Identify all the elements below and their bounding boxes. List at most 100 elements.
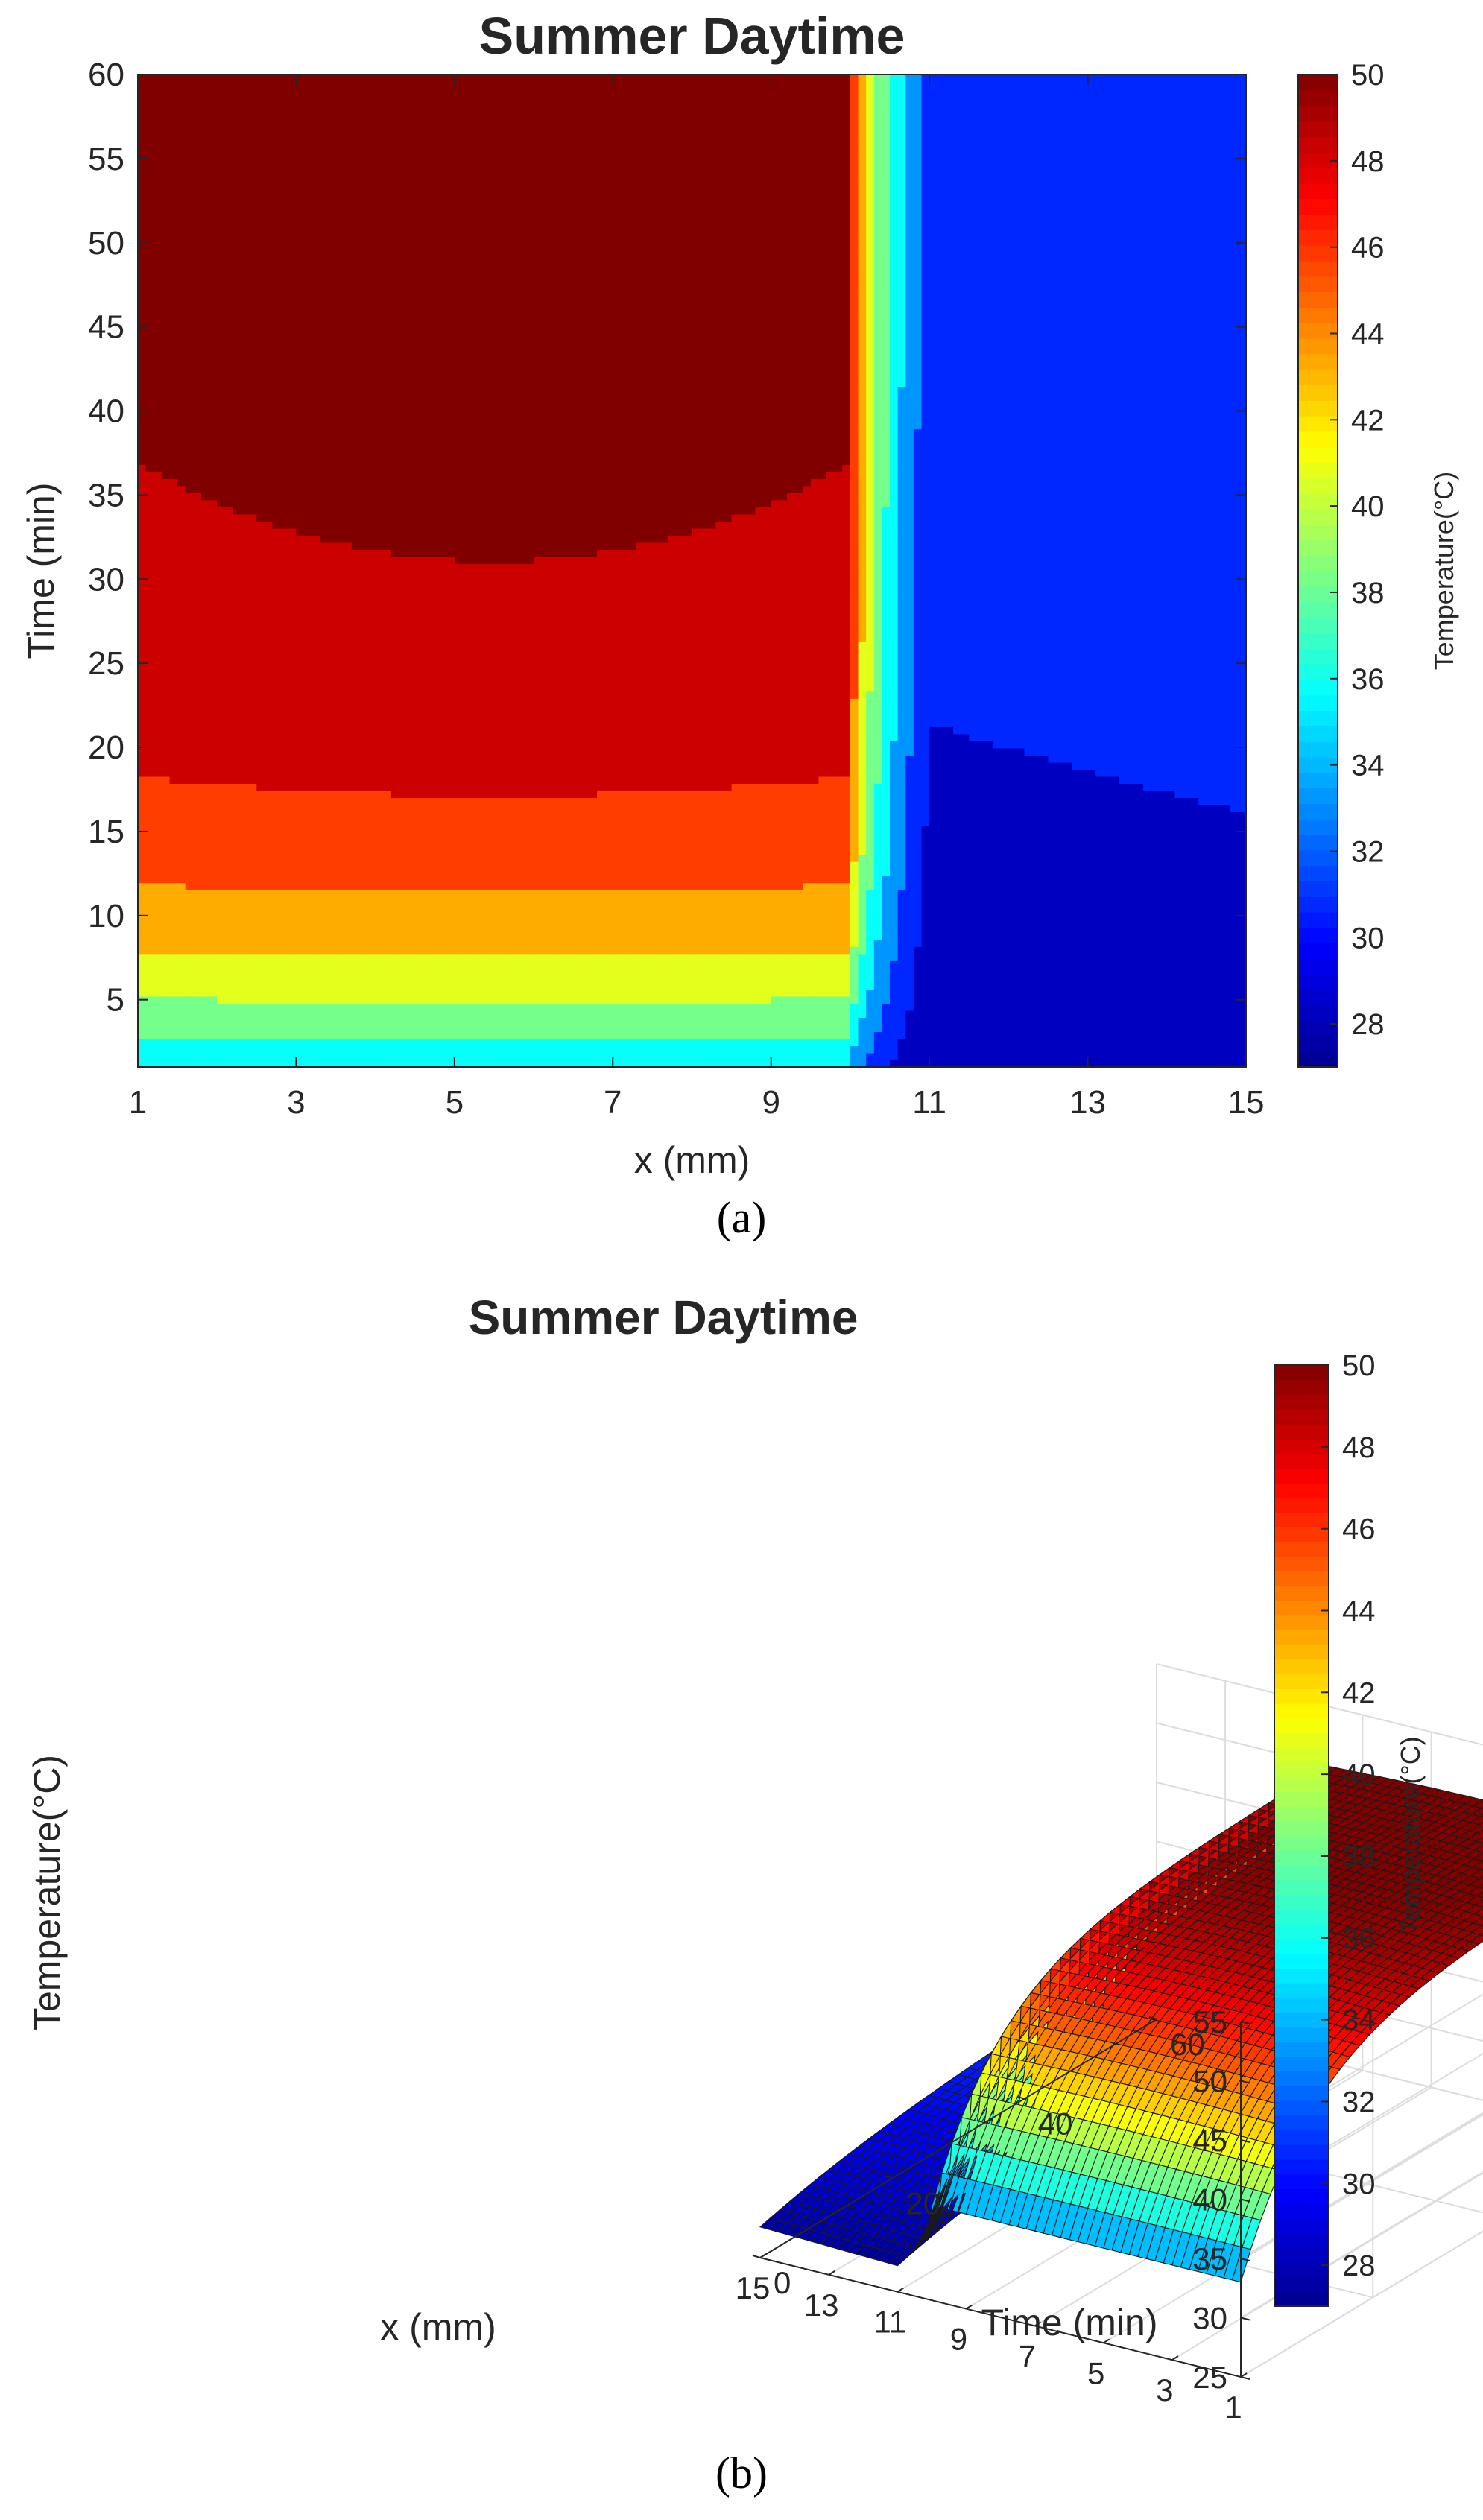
contour-cell [383,138,392,146]
contour-cell [161,323,171,331]
contour-cell [145,896,154,905]
contour-cell [233,308,241,317]
contour-cell [312,634,320,642]
contour-cell [407,896,416,905]
contour-cell [264,811,273,820]
contour-cell [390,1024,400,1033]
contour-cell [320,563,329,572]
contour-cell [351,138,360,146]
contour-cell [138,436,147,444]
contour-cell [241,308,250,317]
contour-cell [407,804,416,813]
contour-cell [304,393,313,402]
contour-cell [407,372,416,380]
contour-cell [138,450,147,458]
contour-cell [407,499,416,507]
contour-cell [390,1003,400,1011]
contour-cell [161,351,171,359]
contour-cell [383,1060,392,1068]
contour-cell [344,273,352,281]
contour-cell [193,315,202,323]
contour-cell [304,408,313,416]
contour-cell [193,337,202,345]
contour-cell [248,733,257,741]
contour-cell [327,1060,337,1068]
contour-cell [161,577,171,586]
contour-cell [351,989,360,997]
contour-cell [383,911,392,919]
contour-cell [217,166,226,174]
contour-cell [217,648,226,656]
contour-cell [304,876,313,884]
contour-cell [169,89,178,97]
contour-cell [200,620,210,628]
contour-cell [193,528,202,536]
contour-cell [296,755,305,763]
contour-cell [193,556,202,565]
contour-cell [359,620,368,628]
contour-cell [344,833,352,841]
contour-cell [320,755,329,763]
contour-cell [320,138,329,146]
contour-cell [335,513,344,522]
contour-cell [288,344,297,352]
contour-cell [256,180,265,189]
contour-cell [280,223,289,231]
contour-cell [145,1045,154,1054]
contour-cell [161,790,171,799]
contour-cell [367,911,376,919]
contour-cell [193,627,202,636]
contour-cell [264,499,273,507]
contour-cell [241,1017,250,1025]
contour-cell [154,684,162,692]
contour-cell [233,642,241,650]
contour-cell [288,202,297,210]
contour-cell [375,117,384,125]
contour-cell [145,273,154,281]
contour-cell [185,571,194,579]
contour-cell [145,521,154,529]
contour-cell [367,1060,376,1068]
contour-cell [414,1052,423,1061]
contour-cell [193,513,202,522]
contour-cell [414,571,423,579]
contour-cell [177,797,186,805]
contour-cell [209,854,218,862]
contour-cell [320,1045,329,1054]
contour-cell [414,613,423,621]
contour-cell [248,329,257,338]
contour-cell [327,180,337,189]
contour-cell [272,251,281,259]
contour-cell [217,939,226,947]
contour-cell [296,408,305,416]
contour-cell [280,819,289,827]
contour-cell [154,323,162,331]
contour-cell [193,1003,202,1011]
contour-cell [272,662,281,671]
contour-cell [272,216,281,224]
contour-cell [248,521,257,529]
contour-cell [367,613,376,621]
contour-cell [233,826,241,834]
contour-cell [312,967,320,975]
contour-cell [296,854,305,862]
contour-cell [177,733,186,741]
contour-cell [241,315,250,323]
contour-cell [256,329,265,338]
contour-cell [185,117,194,125]
contour-cell [296,634,305,642]
contour-cell [209,273,218,281]
contour-cell [390,379,400,387]
contour-cell [399,975,408,983]
contour-cell [138,1024,147,1033]
contour-cell [272,670,281,678]
contour-cell [280,294,289,303]
contour-cell [407,265,416,273]
contour-cell [185,733,194,741]
contour-cell [344,719,352,727]
contour-cell [367,556,376,565]
contour-cell [256,776,265,785]
contour-cell [399,790,408,799]
contour-cell [288,995,297,1004]
contour-cell [233,152,241,160]
